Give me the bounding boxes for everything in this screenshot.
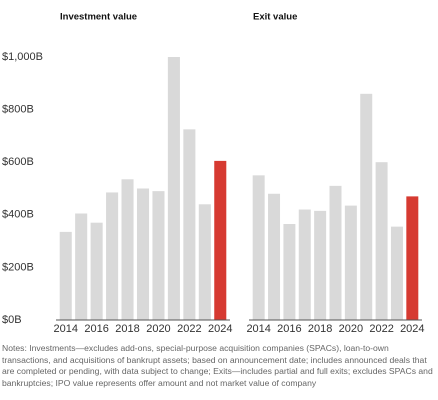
x-tick-label: 2022 — [177, 323, 201, 335]
x-tick-label: 2020 — [146, 323, 170, 335]
y-tick-label: $600B — [2, 156, 34, 168]
bar — [75, 213, 88, 320]
x-tick-label: 2024 — [400, 323, 424, 335]
bar — [390, 226, 403, 320]
x-tick-label: 2016 — [277, 323, 301, 335]
bar — [360, 93, 373, 320]
y-tick-label: $0B — [2, 314, 22, 326]
x-tick-label: 2014 — [53, 323, 77, 335]
chart-title: Exit value — [253, 12, 297, 23]
chart: Investment value $0B $200B $400B $600B $800B $… — [2, 12, 425, 335]
y-tick-label: $400B — [2, 209, 34, 221]
x-tick-label: 2020 — [339, 323, 363, 335]
bar — [268, 193, 281, 320]
bar — [214, 160, 227, 320]
y-tick-label: $200B — [2, 261, 34, 273]
x-tick-label: 2018 — [308, 323, 332, 335]
y-tick-label: $1,000B — [2, 51, 43, 63]
bar — [314, 210, 327, 320]
x-tick-label: 2018 — [115, 323, 139, 335]
notes: Notes: Investments—excludes add-ons, spe… — [2, 343, 433, 388]
bar — [298, 209, 311, 320]
bar — [183, 129, 196, 320]
bar — [106, 192, 119, 320]
bar — [167, 57, 180, 320]
bar — [344, 205, 357, 320]
bar — [406, 196, 419, 320]
x-tick-label: 2024 — [208, 323, 232, 335]
bar — [329, 185, 342, 320]
bar — [283, 224, 296, 320]
chart-title: Investment value — [60, 12, 137, 23]
x-tick-label: 2016 — [84, 323, 108, 335]
bar — [198, 204, 211, 320]
bar — [121, 179, 134, 320]
bar — [90, 222, 103, 320]
bar — [59, 231, 72, 320]
y-tick-label: $800B — [2, 104, 34, 116]
bar — [152, 191, 165, 320]
bar — [252, 175, 265, 320]
x-tick-label: 2014 — [246, 323, 270, 335]
x-tick-label: 2022 — [369, 323, 393, 335]
bar — [136, 188, 150, 320]
bar — [375, 162, 388, 320]
